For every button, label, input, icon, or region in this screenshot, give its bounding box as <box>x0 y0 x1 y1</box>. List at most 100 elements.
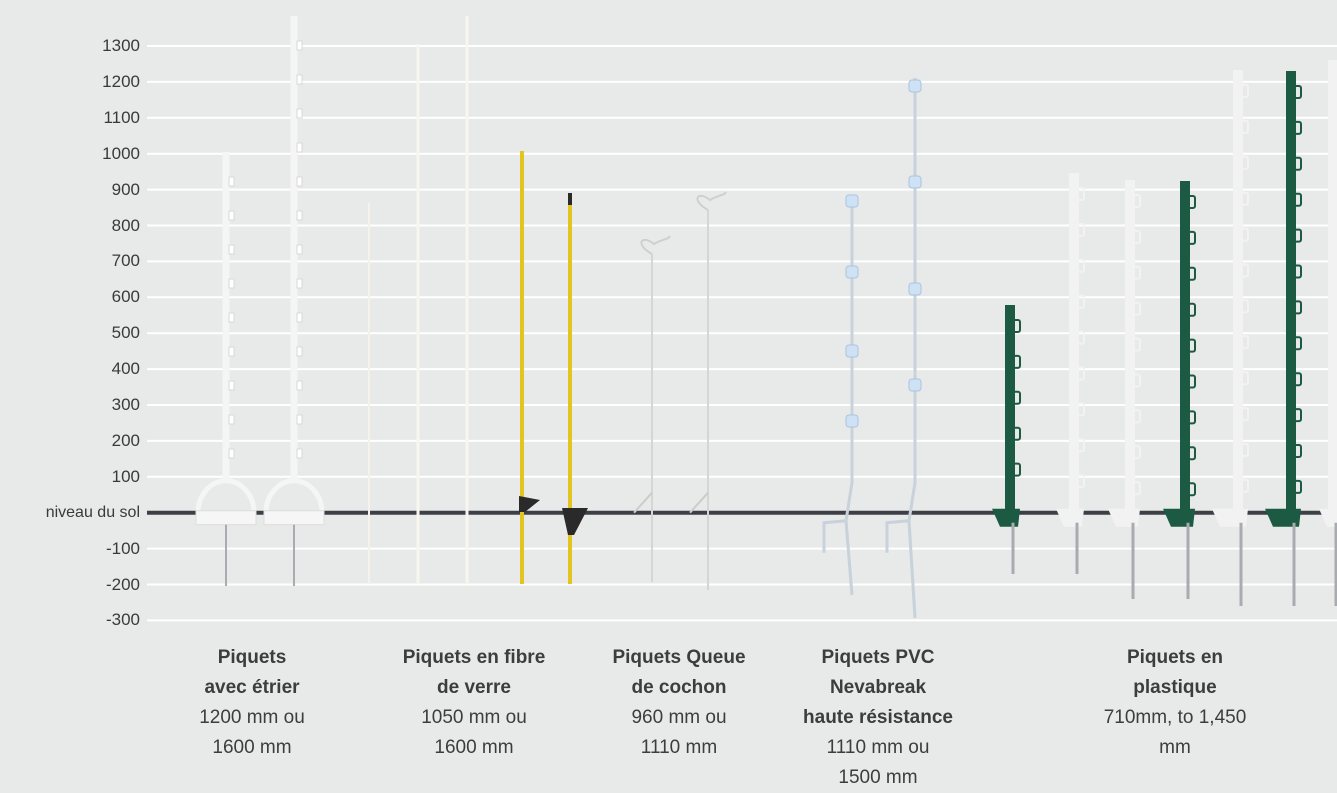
wire-loop <box>1240 407 1249 422</box>
wire-hook <box>228 312 235 323</box>
wire-loop <box>1293 85 1302 99</box>
foot-step <box>1212 508 1248 527</box>
wire-hook <box>228 380 235 391</box>
wire-hook <box>228 448 235 459</box>
wire-loop <box>1132 194 1141 208</box>
wire-loop <box>1240 119 1249 134</box>
post-shaft <box>1180 181 1190 513</box>
wire-loop <box>1240 155 1249 170</box>
wire-hook <box>296 448 303 459</box>
height-tick-label: 100 <box>111 466 140 486</box>
wire-loop <box>1076 222 1085 237</box>
wire-hook <box>228 346 235 357</box>
wire-loop <box>1187 230 1196 245</box>
wire-hook <box>228 414 235 425</box>
wire-loop <box>1293 479 1302 494</box>
wire-loop <box>1293 156 1302 171</box>
wire-loop <box>1076 330 1085 345</box>
post-shaft <box>1125 180 1135 513</box>
wire-hook <box>296 40 303 51</box>
wire-loop <box>1335 325 1337 340</box>
height-tick-label: -300 <box>105 610 140 630</box>
wire-loop <box>1012 354 1021 369</box>
wire-hook <box>228 244 235 255</box>
foot-step <box>1319 508 1337 527</box>
pigtail-post <box>689 191 727 590</box>
wire-loop <box>1187 482 1196 497</box>
post-shaft <box>1005 305 1015 513</box>
wire-loop <box>1293 372 1302 387</box>
wire-loop <box>1132 265 1141 280</box>
wire-hook <box>296 176 303 187</box>
height-tick-label: 400 <box>111 359 140 379</box>
post-shaft <box>1328 60 1337 513</box>
wire-loop <box>1187 302 1196 317</box>
group-title: Piquets avec étrier <box>204 647 300 698</box>
insulator-clip <box>908 378 922 392</box>
wire-loop <box>1293 120 1302 135</box>
wire-loop <box>1076 402 1085 417</box>
wire-loop <box>1132 409 1141 424</box>
wire-loop <box>1240 84 1249 98</box>
wire-loop <box>1012 426 1021 441</box>
pigtail-loop <box>696 191 727 211</box>
nevabreak-post <box>822 194 859 596</box>
stirrup-post <box>195 152 257 586</box>
height-tick-label: 600 <box>111 287 140 307</box>
ground-level-label: niveau du sol <box>45 503 140 521</box>
wire-loop <box>1293 408 1302 423</box>
height-tick-label: 1300 <box>102 36 140 55</box>
wire-loop <box>1335 145 1337 160</box>
wire-loop <box>1132 337 1141 352</box>
plastic-post-white <box>1212 70 1249 606</box>
wire-loop <box>1012 462 1021 477</box>
wire-hook <box>296 244 303 255</box>
wire-loop <box>1187 195 1196 209</box>
group-subtitle: 1110 mm ou 1500 mm <box>826 737 930 788</box>
insulator-clip <box>908 282 922 296</box>
stirrup-foot <box>195 510 257 526</box>
wire-loop <box>1132 301 1141 316</box>
wire-loop <box>1293 444 1302 458</box>
group-caption-stirrup: Piquets avec étrier 1200 mm ou 1600 mm <box>199 643 305 763</box>
foot-step <box>885 519 910 553</box>
wire-loop <box>1293 228 1302 243</box>
wire-hook <box>296 108 303 119</box>
height-tick-label: -200 <box>105 574 140 594</box>
insulator-clip <box>908 175 922 189</box>
wire-loop <box>1240 478 1249 493</box>
wire-loop <box>1076 366 1085 381</box>
height-tick-label: 500 <box>111 323 140 343</box>
wire-hook <box>296 414 303 425</box>
wire-loop <box>1187 266 1196 281</box>
plastic-post-white <box>1056 173 1085 574</box>
wire-hook <box>296 346 303 357</box>
wire-loop <box>1132 445 1141 460</box>
wire-loop <box>1240 371 1249 386</box>
wire-loop <box>1240 335 1249 350</box>
wire-loop <box>1240 263 1249 278</box>
wire-loop <box>1293 336 1302 351</box>
wire-loop <box>1240 227 1249 242</box>
group-subtitle: 1200 mm ou 1600 mm <box>199 707 305 758</box>
group-subtitle: 710mm, to 1,450 mm <box>1103 707 1247 758</box>
group-title: Piquets en plastique <box>1126 647 1224 698</box>
pigtail-loop <box>640 235 671 255</box>
wire-hook <box>296 142 303 153</box>
wire-loop <box>1335 253 1337 268</box>
insulator-clip <box>845 414 859 428</box>
foot-step <box>689 492 709 514</box>
wire-loop <box>1335 181 1337 196</box>
nevabreak-post <box>885 78 922 619</box>
wire-hook <box>296 210 303 221</box>
wire-loop <box>1335 289 1337 304</box>
wire-loop <box>1187 446 1196 461</box>
stirrup-post <box>263 16 325 586</box>
group-subtitle: 1050 mm ou 1600 mm <box>421 707 527 758</box>
wire-hook <box>228 176 235 187</box>
stirrup-loop <box>195 478 257 513</box>
wire-loop <box>1076 474 1085 489</box>
post-shaft <box>907 78 917 619</box>
